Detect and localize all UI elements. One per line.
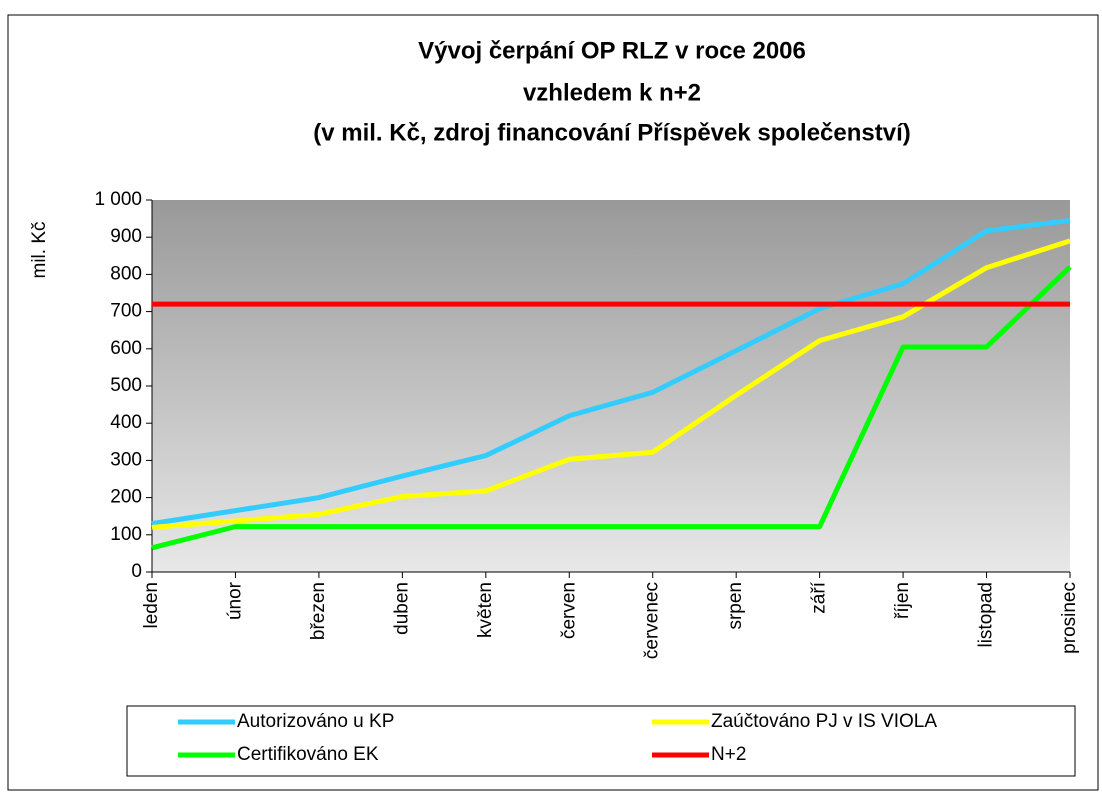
y-tick-label: 700 [110,301,142,322]
x-tick-label: listopad [976,582,997,648]
y-tick-label: 600 [110,338,142,359]
x-tick-label: září [809,581,830,613]
legend-label: Zaúčtováno PJ v IS VIOLA [711,711,937,732]
y-tick-label: 900 [110,226,142,247]
series-line [151,238,1071,530]
chart-title: vzhledem k n+2 [523,79,701,106]
x-tick-label: prosinec [1059,582,1080,654]
chart-title: Vývoj čerpání OP RLZ v roce 2006 [418,37,806,64]
x-tick-label: leden [141,582,162,629]
x-tick-label: srpen [725,582,746,630]
y-tick-label: 400 [110,412,142,433]
legend [126,705,1076,777]
series-line [151,265,1072,551]
legend-label: Autorizováno u KP [237,711,394,732]
y-tick-label: 300 [110,449,142,470]
x-tick-label: červenec [642,582,663,659]
series-line [151,217,1071,527]
x-tick-label: květen [475,582,496,638]
x-tick-label: únor [224,581,245,620]
legend-label: N+2 [711,744,746,765]
x-tick-label: říjen [892,582,913,619]
y-tick-label: 800 [110,263,142,284]
y-tick-label: 1 000 [94,189,142,210]
y-axis-label: mil. Kč [29,222,50,279]
chart-title: (v mil. Kč, zdroj financování Příspěvek … [313,119,911,146]
plot-area [152,200,1070,572]
legend-label: Certifikováno EK [237,744,379,765]
y-tick-label: 500 [110,375,142,396]
x-tick-label: červen [558,582,579,639]
y-tick-label: 0 [131,561,142,582]
x-tick-label: duben [391,582,412,635]
x-tick-label: březen [308,582,329,640]
y-tick-label: 200 [110,487,142,508]
y-tick-label: 100 [110,524,142,545]
